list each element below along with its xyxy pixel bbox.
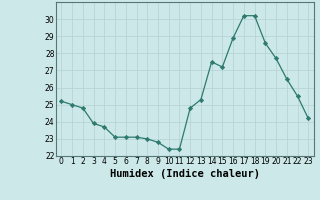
X-axis label: Humidex (Indice chaleur): Humidex (Indice chaleur) xyxy=(110,169,260,179)
